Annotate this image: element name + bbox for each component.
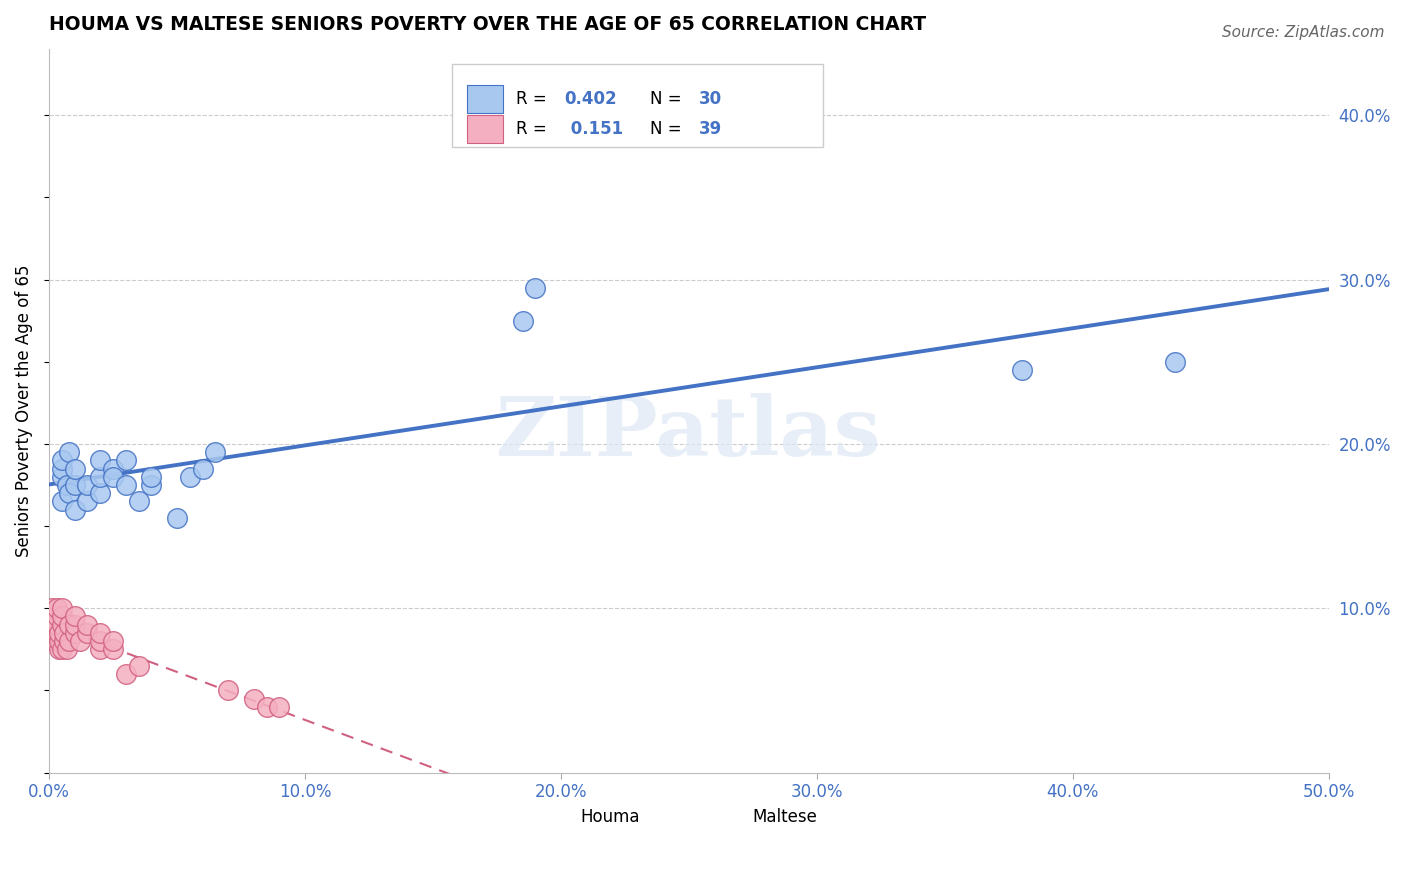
Point: [101, 634, 124, 648]
Point: [63, 478, 86, 492]
Point: [76, 494, 98, 508]
Point: [191, 461, 214, 475]
Point: [63, 461, 86, 475]
Point: [58, 617, 80, 632]
Point: [48, 626, 70, 640]
Point: [101, 642, 124, 657]
FancyBboxPatch shape: [467, 115, 503, 143]
Point: [114, 667, 136, 681]
Point: [114, 453, 136, 467]
Text: N =: N =: [651, 90, 688, 108]
Point: [76, 478, 98, 492]
Point: [89, 453, 111, 467]
Point: [76, 617, 98, 632]
Text: R =: R =: [516, 90, 553, 108]
Point: [89, 634, 111, 648]
Point: [128, 658, 150, 673]
Text: HOUMA VS MALTESE SENIORS POVERTY OVER THE AGE OF 65 CORRELATION CHART: HOUMA VS MALTESE SENIORS POVERTY OVER TH…: [49, 15, 927, 34]
Point: [58, 634, 80, 648]
Point: [63, 617, 86, 632]
Point: [524, 281, 547, 295]
Text: 0.402: 0.402: [565, 90, 617, 108]
Point: [63, 626, 86, 640]
Point: [128, 494, 150, 508]
Point: [45, 601, 67, 615]
Point: [89, 469, 111, 483]
Text: 0.151: 0.151: [565, 120, 623, 137]
Point: [1011, 363, 1033, 377]
Point: [41, 609, 63, 624]
Point: [53, 634, 76, 648]
Point: [89, 486, 111, 500]
Point: [63, 502, 86, 516]
Point: [42, 626, 65, 640]
Point: [41, 617, 63, 632]
Point: [58, 486, 80, 500]
Point: [89, 642, 111, 657]
Point: [51, 642, 73, 657]
Text: 30: 30: [699, 90, 723, 108]
Point: [63, 609, 86, 624]
Point: [269, 699, 291, 714]
Point: [101, 469, 124, 483]
Point: [48, 642, 70, 657]
Point: [89, 626, 111, 640]
Point: [51, 461, 73, 475]
Point: [179, 469, 201, 483]
Point: [242, 691, 264, 706]
Text: 39: 39: [699, 120, 723, 137]
Text: Source: ZipAtlas.com: Source: ZipAtlas.com: [1222, 25, 1385, 40]
Point: [114, 478, 136, 492]
Point: [45, 617, 67, 632]
Point: [51, 494, 73, 508]
Point: [48, 634, 70, 648]
Text: R =: R =: [516, 120, 553, 137]
Point: [56, 478, 79, 492]
FancyBboxPatch shape: [453, 64, 824, 147]
Text: ZIPatlas: ZIPatlas: [496, 392, 882, 473]
Point: [41, 601, 63, 615]
Point: [512, 313, 534, 327]
Point: [217, 683, 239, 698]
Point: [51, 617, 73, 632]
Point: [69, 634, 91, 648]
Point: [51, 469, 73, 483]
Point: [1164, 355, 1187, 369]
Point: [256, 699, 278, 714]
Point: [101, 461, 124, 475]
Point: [42, 617, 65, 632]
Point: [141, 478, 163, 492]
Point: [166, 511, 188, 525]
Point: [76, 626, 98, 640]
FancyBboxPatch shape: [536, 806, 567, 827]
Y-axis label: Seniors Poverty Over the Age of 65: Seniors Poverty Over the Age of 65: [15, 265, 32, 558]
Point: [51, 453, 73, 467]
Point: [58, 445, 80, 459]
Text: Maltese: Maltese: [752, 807, 818, 826]
Point: [51, 609, 73, 624]
Point: [56, 642, 79, 657]
FancyBboxPatch shape: [467, 85, 503, 112]
Point: [51, 601, 73, 615]
Point: [204, 445, 226, 459]
FancyBboxPatch shape: [709, 806, 738, 827]
Point: [42, 634, 65, 648]
Point: [141, 469, 163, 483]
Text: N =: N =: [651, 120, 688, 137]
Point: [53, 626, 76, 640]
Point: [45, 609, 67, 624]
Point: [45, 626, 67, 640]
Text: Houma: Houma: [581, 807, 640, 826]
